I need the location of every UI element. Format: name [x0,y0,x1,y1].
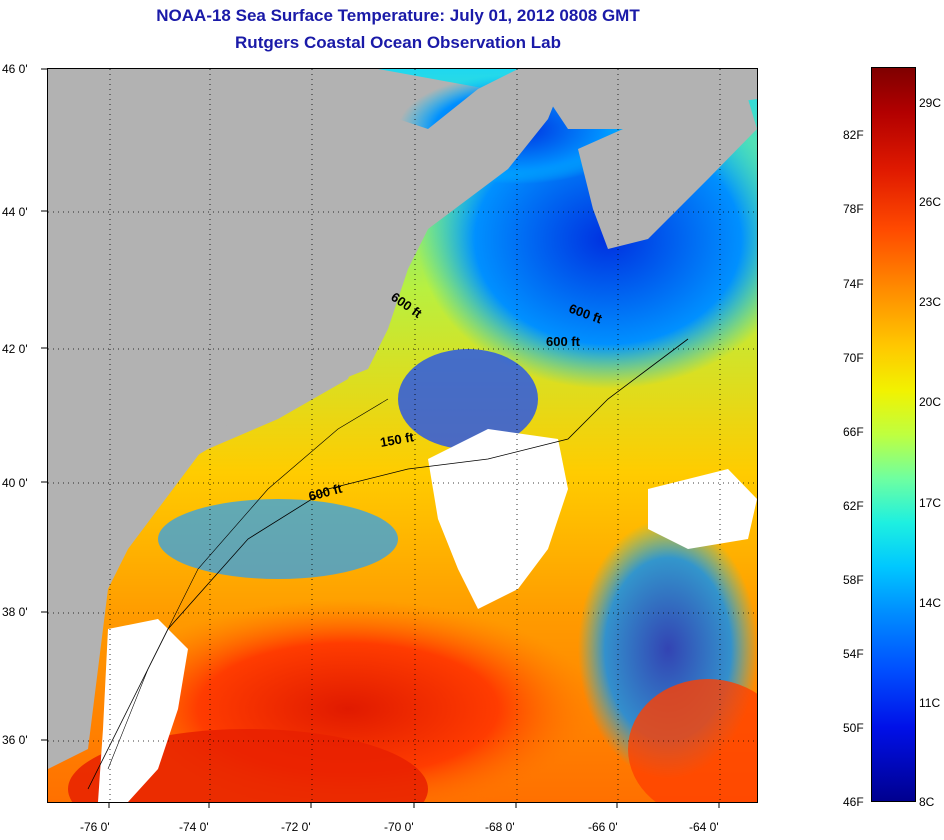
sst-map-canvas: 600 ft 600 ft 600 ft 150 ft 600 ft [48,69,757,802]
colorbar-f-62: 62F [843,499,864,513]
land-nova-scotia [578,99,757,249]
colorbar-c-14: 14C [919,596,942,610]
colorbar-c-23: 23C [919,295,942,309]
lat-label-42: 42 0' [2,342,28,356]
colorbar-c-17: 17C [919,496,942,510]
lon-label-74: -74 0' [179,820,209,834]
temperature-colorbar [871,67,916,802]
lat-label-38: 38 0' [2,605,28,619]
lon-label-66: -66 0' [588,820,618,834]
cloud-patch-southwest [98,619,188,802]
colorbar-f-46: 46F [843,795,864,809]
colorbar-f-58: 58F [843,573,864,587]
cold-water-shelf-break [158,499,398,579]
lat-label-46: 46 0' [2,62,28,76]
colorbar-f-50: 50F [843,721,864,735]
lat-label-40: 40 0' [2,476,28,490]
lon-label-76: -76 0' [80,820,110,834]
colorbar-f-54: 54F [843,647,864,661]
map-subtitle: Rutgers Coastal Ocean Observation Lab [235,33,561,52]
contour-line-150ft [107,398,389,770]
colorbar-f-70: 70F [843,351,864,365]
lat-label-36: 36 0' [2,733,28,747]
contour-label-600ft-georges: 600 ft [546,334,581,349]
lon-label-68: -68 0' [485,820,515,834]
colorbar-c-11: 11C [919,696,941,710]
colorbar-f-74: 74F [843,277,864,291]
colorbar-c-20: 20C [919,395,942,409]
lon-label-64: -64 0' [689,820,719,834]
colorbar-c-29: 29C [919,96,942,110]
colorbar-c-26: 26C [919,195,942,209]
cloud-patch-east [648,469,757,549]
colorbar-f-82: 82F [843,128,864,142]
map-title: NOAA-18 Sea Surface Temperature: July 01… [156,6,640,25]
lon-label-70: -70 0' [384,820,414,834]
cold-water-georges-bank [398,349,538,449]
sst-map: 600 ft 600 ft 600 ft 150 ft 600 ft [47,68,758,803]
colorbar-f-66: 66F [843,425,864,439]
colorbar-f-78: 78F [843,202,864,216]
cloud-patch-central [428,429,568,609]
land-maine-north [528,69,757,129]
warm-eddy-se [628,679,757,802]
colorbar-c-8: 8C [919,795,935,809]
contour-label-150ft: 150 ft [379,429,416,450]
land-northeast [48,69,568,769]
lon-label-72: -72 0' [281,820,311,834]
graticule [48,69,757,802]
lat-label-44: 44 0' [2,205,28,219]
